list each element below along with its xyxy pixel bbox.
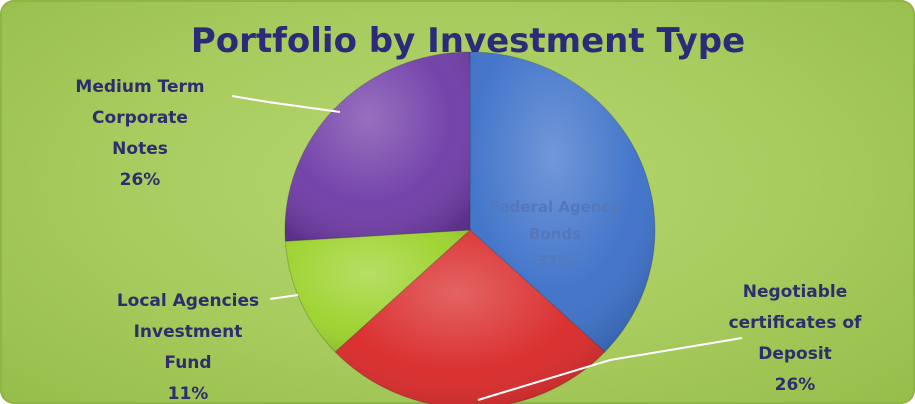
leader-line-4 <box>231 95 341 113</box>
pie-labels: Federal Agency Bonds 37% Negotiable certific… <box>75 77 862 404</box>
pie-slice-shading-2 <box>335 230 605 404</box>
leader-line-3 <box>269 294 299 300</box>
slice-label-1: Federal Agency Bonds 37% <box>490 198 621 270</box>
slice-label-4: Medium Term Corporate Notes 26% <box>75 77 204 190</box>
pie-slice-shading-4 <box>285 52 470 242</box>
slice-label-3: Local Agencies Investment Fund 11% <box>117 291 259 404</box>
pie-slice-shading-1 <box>470 52 656 352</box>
leader-line-2 <box>477 337 743 401</box>
pie-slice-shading-3 <box>285 230 470 352</box>
pie-slices <box>284 51 656 404</box>
slice-label-2: Negotiable certificates of Deposit 26% <box>729 282 862 395</box>
chart-title: Portfolio by Investment Type <box>191 21 745 61</box>
